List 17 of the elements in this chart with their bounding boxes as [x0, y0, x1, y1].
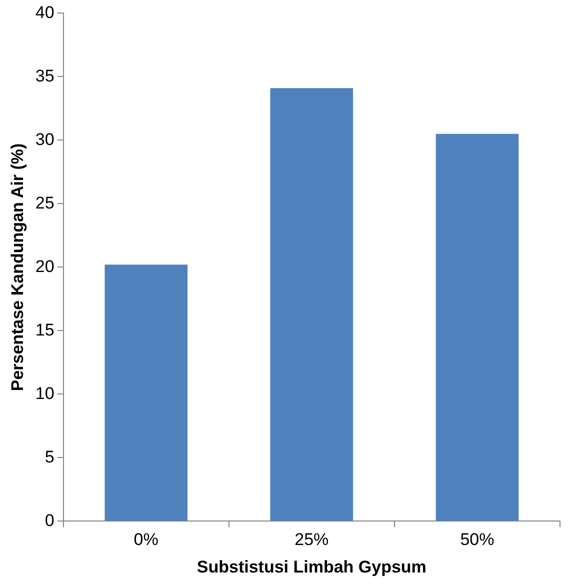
y-tick-label: 40	[35, 2, 54, 22]
bar	[104, 264, 188, 521]
x-tick-label: 0%	[134, 530, 158, 550]
y-tick-label: 30	[35, 130, 54, 149]
y-tick-label: 15	[35, 320, 54, 340]
bar	[270, 88, 354, 521]
x-tick-label: 25%	[294, 530, 329, 550]
y-tick-label: 5	[44, 447, 54, 466]
y-tick-label: 10	[35, 384, 54, 403]
y-tick-label: 25	[35, 193, 54, 212]
y-tick-label: 0	[44, 510, 54, 530]
y-axis-title: Persentase Kandungan Air (%)	[8, 143, 27, 392]
y-tick-label: 20	[35, 256, 54, 276]
x-tick-label: 50%	[460, 530, 494, 550]
y-tick-label: 35	[35, 66, 54, 86]
bar	[436, 134, 519, 521]
x-axis-title: Substistusi Limbah Gypsum	[196, 557, 426, 576]
